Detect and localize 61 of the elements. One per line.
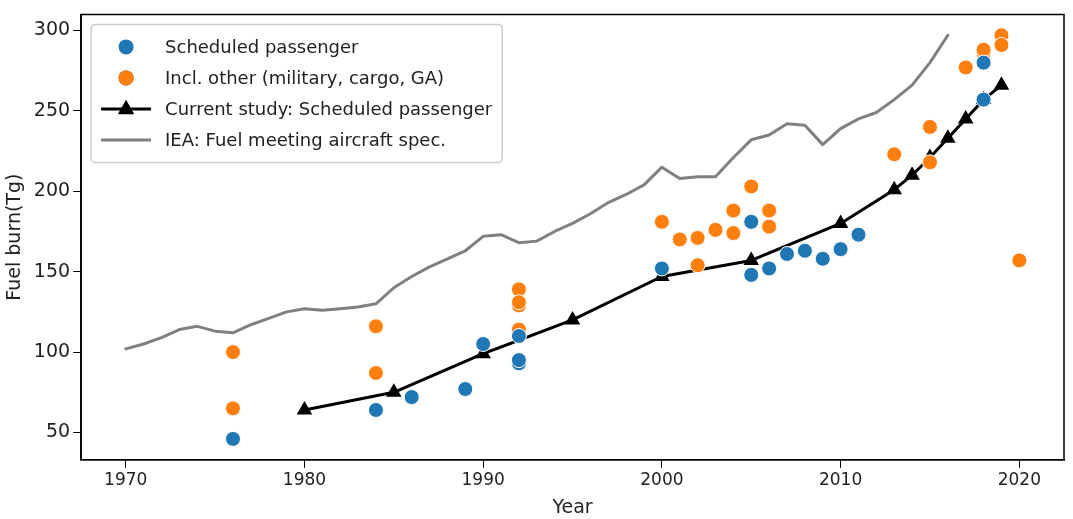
point <box>940 129 956 143</box>
y-tick-label: 250 <box>33 97 71 120</box>
point <box>224 344 241 361</box>
point <box>904 166 920 180</box>
point <box>814 250 831 267</box>
point <box>743 178 760 195</box>
point <box>689 257 706 274</box>
legend-label: IEA: Fuel meeting aircraft spec. <box>165 128 447 150</box>
legend-label: Scheduled passenger <box>165 35 360 57</box>
x-tick-label: 1980 <box>282 469 327 490</box>
point <box>921 154 938 171</box>
legend-label: Current study: Scheduled passenger <box>165 97 493 119</box>
point <box>725 202 742 219</box>
x-axis-title: Year <box>551 494 593 517</box>
point <box>957 109 974 124</box>
x-tick-label: 1970 <box>104 469 148 490</box>
point <box>224 430 241 447</box>
point <box>367 401 384 418</box>
point <box>367 318 384 335</box>
y-axis-title: Fuel burn(Tg) <box>2 173 25 301</box>
point <box>886 146 903 163</box>
x-tick-label: 2010 <box>818 469 863 490</box>
point <box>975 54 992 71</box>
y-tick-label: 50 <box>45 419 71 442</box>
y-tick-label: 200 <box>33 178 71 201</box>
point <box>761 218 778 235</box>
point <box>403 389 420 406</box>
point <box>689 229 706 246</box>
point <box>778 245 795 262</box>
point <box>957 59 974 76</box>
point <box>224 400 241 417</box>
point <box>653 213 670 230</box>
point <box>510 281 527 298</box>
point <box>850 226 867 243</box>
y-tick-label: 100 <box>33 339 71 362</box>
point <box>886 180 903 195</box>
point <box>832 241 849 258</box>
x-tick-label: 2020 <box>997 469 1041 490</box>
point <box>671 231 688 248</box>
point <box>975 41 992 58</box>
point <box>993 36 1010 53</box>
point <box>761 202 778 219</box>
point <box>653 260 670 277</box>
point <box>921 118 938 135</box>
x-tick-label: 2000 <box>640 469 684 490</box>
x-tick-label: 1990 <box>461 469 505 490</box>
point <box>796 242 813 259</box>
point <box>475 336 492 353</box>
point <box>457 381 474 398</box>
point <box>707 221 724 238</box>
legend-label: Incl. other (military, cargo, GA) <box>165 66 445 88</box>
y-tick-label: 150 <box>33 258 71 281</box>
point <box>367 364 384 381</box>
y-tick-label: 300 <box>33 17 71 40</box>
point <box>743 213 760 230</box>
point <box>725 225 742 242</box>
point <box>1011 252 1028 269</box>
point <box>510 327 527 344</box>
point <box>993 76 1010 90</box>
point <box>761 260 778 277</box>
point <box>743 266 760 283</box>
